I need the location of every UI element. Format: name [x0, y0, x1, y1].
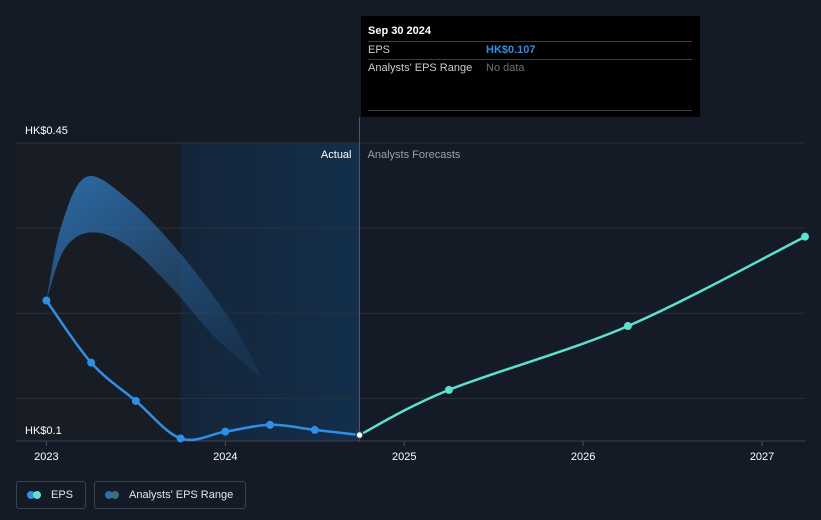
series-0-point-0 [42, 296, 51, 305]
tooltip-eps-value: HK$0.107 [486, 44, 536, 56]
eps-swatch-icon [27, 491, 43, 499]
tooltip-row-range: Analysts' EPS Range No data [368, 60, 692, 111]
series-1-point-3 [801, 232, 809, 241]
range-dot-secondary-icon [111, 491, 120, 499]
chart-legend: EPS Analysts' EPS Range [16, 481, 247, 509]
hover-tooltip: Sep 30 2024 EPS HK$0.107 Analysts' EPS R… [361, 16, 700, 117]
eps-dot-icon [27, 491, 35, 499]
series-line-1 [358, 235, 807, 437]
series-1-point-2 [623, 322, 632, 331]
y-axis-bottom-label: HK$0.1 [25, 425, 62, 437]
series-0-point-6 [310, 425, 319, 434]
tooltip-date: Sep 30 2024 [368, 24, 692, 42]
series-1-point-1 [444, 385, 453, 394]
highlighted-eps-point [355, 430, 364, 440]
forecast-region-label: Analysts Forecasts [368, 149, 461, 161]
x-tick-label-2: 2025 [392, 451, 416, 463]
x-tick-label-1: 2024 [213, 451, 237, 463]
tooltip-range-label: Analysts' EPS Range [368, 62, 473, 74]
series-0-point-1 [87, 358, 96, 367]
tooltip-range-value: No data [486, 62, 525, 74]
series-0-point-2 [131, 396, 140, 405]
x-tick-label-0: 2023 [34, 451, 58, 463]
series-0-point-4 [221, 427, 230, 436]
tooltip-row-eps: EPS HK$0.107 [368, 42, 692, 60]
actual-region-label: Actual [321, 149, 352, 161]
series-0-point-3 [176, 434, 185, 443]
analyst-eps-range-area [46, 176, 262, 378]
series-0-point-5 [266, 420, 275, 429]
tooltip-eps-label: EPS [368, 44, 391, 56]
y-axis-top-label: HK$0.45 [25, 125, 68, 137]
x-tick-label-4: 2027 [750, 451, 774, 463]
legend-item-eps[interactable]: EPS [16, 481, 87, 509]
x-tick-label-3: 2026 [571, 451, 595, 463]
legend-item-analyst-range[interactable]: Analysts' EPS Range [94, 481, 247, 509]
range-swatch-icon [105, 491, 121, 499]
range-dot-icon [105, 491, 114, 499]
legend-range-label: Analysts' EPS Range [129, 489, 234, 501]
eps-forecast-dot-icon [33, 491, 41, 499]
legend-eps-label: EPS [51, 489, 74, 501]
